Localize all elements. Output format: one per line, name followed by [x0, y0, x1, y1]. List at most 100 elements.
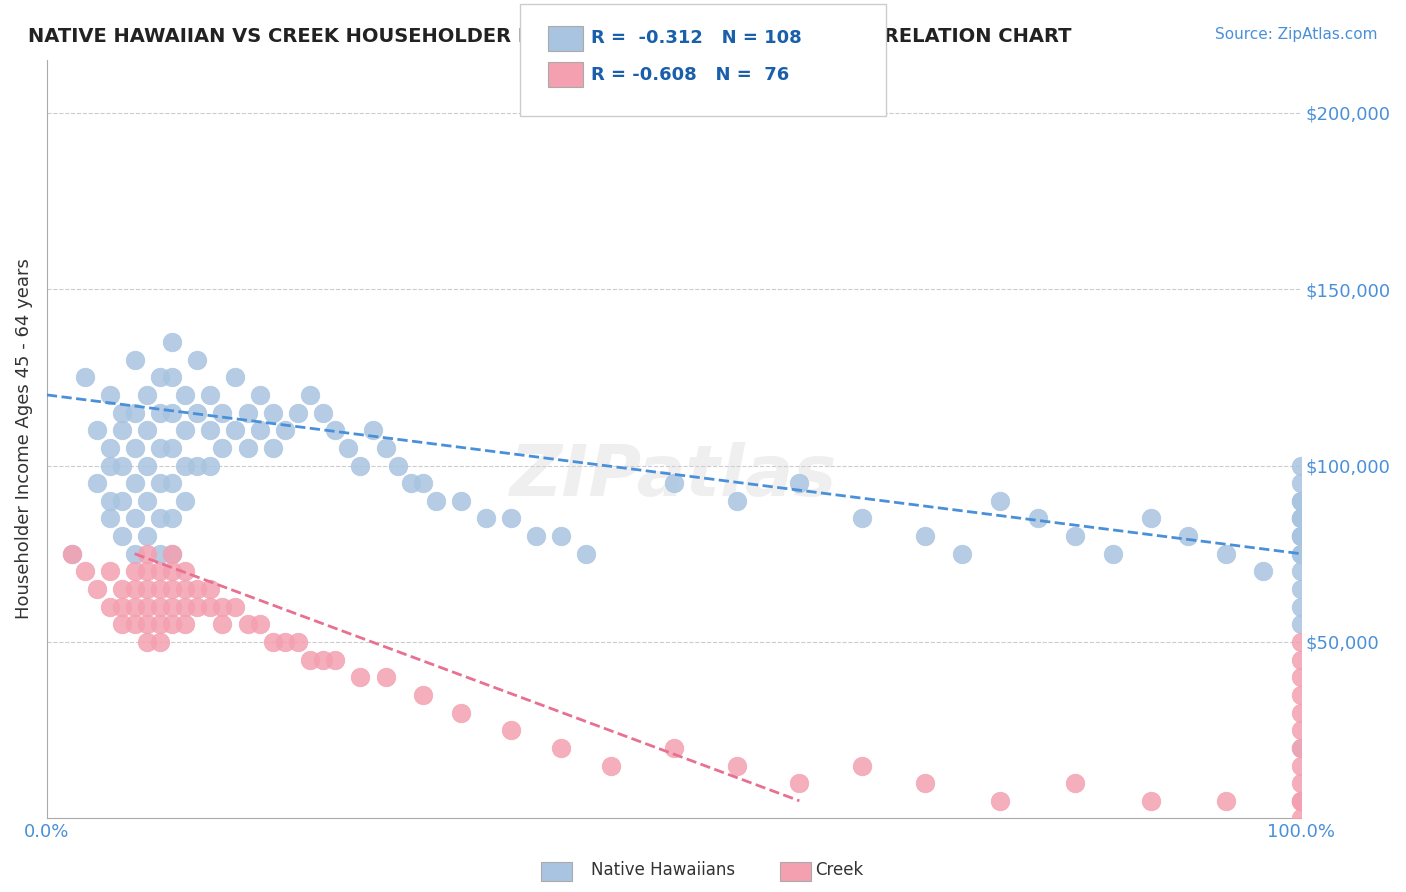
Point — [450, 493, 472, 508]
Point — [1289, 493, 1312, 508]
Point — [149, 406, 172, 420]
Point — [149, 547, 172, 561]
Point — [173, 617, 195, 632]
Point — [124, 406, 146, 420]
Point — [136, 493, 159, 508]
Point — [274, 635, 297, 649]
Point — [111, 406, 134, 420]
Point — [136, 423, 159, 437]
Point — [98, 493, 121, 508]
Point — [1215, 547, 1237, 561]
Point — [950, 547, 973, 561]
Point — [1289, 493, 1312, 508]
Point — [312, 406, 335, 420]
Point — [124, 476, 146, 491]
Point — [1215, 794, 1237, 808]
Point — [198, 582, 221, 596]
Point — [86, 423, 108, 437]
Point — [499, 511, 522, 525]
Point — [162, 599, 184, 614]
Point — [1289, 529, 1312, 543]
Point — [124, 617, 146, 632]
Point — [1289, 776, 1312, 790]
Point — [725, 758, 748, 772]
Point — [136, 388, 159, 402]
Point — [149, 441, 172, 455]
Point — [111, 529, 134, 543]
Point — [162, 582, 184, 596]
Point — [173, 493, 195, 508]
Point — [1289, 794, 1312, 808]
Point — [198, 599, 221, 614]
Point — [1289, 670, 1312, 684]
Point — [136, 529, 159, 543]
Point — [249, 423, 271, 437]
Point — [988, 794, 1011, 808]
Point — [149, 370, 172, 384]
Point — [361, 423, 384, 437]
Point — [136, 617, 159, 632]
Point — [149, 635, 172, 649]
Point — [136, 582, 159, 596]
Point — [186, 458, 208, 473]
Text: R = -0.608   N =  76: R = -0.608 N = 76 — [591, 66, 789, 84]
Point — [136, 565, 159, 579]
Point — [98, 565, 121, 579]
Point — [349, 670, 371, 684]
Point — [1289, 476, 1312, 491]
Point — [914, 776, 936, 790]
Point — [262, 441, 284, 455]
Point — [124, 599, 146, 614]
Point — [224, 423, 246, 437]
Point — [374, 670, 396, 684]
Point — [325, 423, 347, 437]
Point — [186, 599, 208, 614]
Point — [325, 652, 347, 666]
Point — [312, 652, 335, 666]
Point — [851, 758, 873, 772]
Point — [124, 352, 146, 367]
Point — [98, 388, 121, 402]
Point — [211, 599, 233, 614]
Point — [162, 565, 184, 579]
Point — [162, 370, 184, 384]
Point — [287, 635, 309, 649]
Point — [789, 476, 811, 491]
Point — [162, 547, 184, 561]
Point — [236, 617, 259, 632]
Point — [1289, 582, 1312, 596]
Point — [162, 406, 184, 420]
Point — [450, 706, 472, 720]
Point — [988, 493, 1011, 508]
Point — [1289, 723, 1312, 738]
Point — [1289, 758, 1312, 772]
Point — [662, 476, 685, 491]
Point — [111, 582, 134, 596]
Point — [173, 458, 195, 473]
Point — [550, 529, 572, 543]
Point — [475, 511, 498, 525]
Point — [224, 370, 246, 384]
Point — [287, 406, 309, 420]
Point — [162, 617, 184, 632]
Point — [173, 599, 195, 614]
Point — [1289, 458, 1312, 473]
Point — [600, 758, 623, 772]
Point — [1289, 617, 1312, 632]
Point — [149, 582, 172, 596]
Point — [198, 423, 221, 437]
Point — [149, 511, 172, 525]
Point — [1289, 511, 1312, 525]
Point — [1289, 812, 1312, 826]
Point — [186, 582, 208, 596]
Text: Native Hawaiians: Native Hawaiians — [591, 861, 735, 879]
Point — [1289, 547, 1312, 561]
Point — [1139, 794, 1161, 808]
Point — [98, 441, 121, 455]
Point — [1289, 529, 1312, 543]
Point — [1289, 635, 1312, 649]
Point — [236, 441, 259, 455]
Point — [662, 740, 685, 755]
Point — [162, 511, 184, 525]
Point — [98, 599, 121, 614]
